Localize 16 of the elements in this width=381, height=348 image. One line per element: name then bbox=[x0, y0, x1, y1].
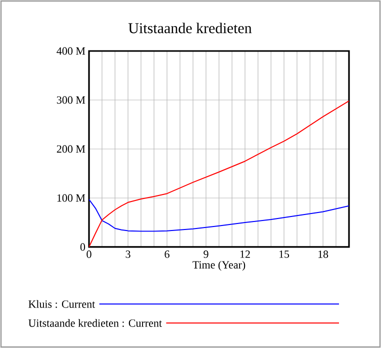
legend-label: Kluis : Current bbox=[28, 300, 96, 308]
y-tick-label: 300 M bbox=[56, 96, 86, 104]
x-tick-label: 12 bbox=[240, 250, 250, 258]
x-tick-label: 18 bbox=[318, 250, 328, 258]
y-tick-label: 200 M bbox=[56, 145, 86, 153]
x-tick-label: 6 bbox=[164, 250, 170, 258]
y-tick-label: 100 M bbox=[57, 194, 86, 202]
x-tick-label: 3 bbox=[126, 250, 130, 258]
x-axis-title: Time (Year) bbox=[192, 260, 246, 271]
legend-label: Uitstaande kredieten : Current bbox=[28, 319, 162, 327]
y-tick-label: 400 M bbox=[56, 47, 86, 55]
x-tick-label: 15 bbox=[279, 250, 290, 258]
chart-title: Uitstaande kredieten bbox=[128, 22, 252, 34]
x-tick-label: 9 bbox=[204, 250, 208, 258]
y-tick-label: 0 bbox=[80, 243, 86, 251]
x-tick-label: 0 bbox=[86, 250, 92, 258]
